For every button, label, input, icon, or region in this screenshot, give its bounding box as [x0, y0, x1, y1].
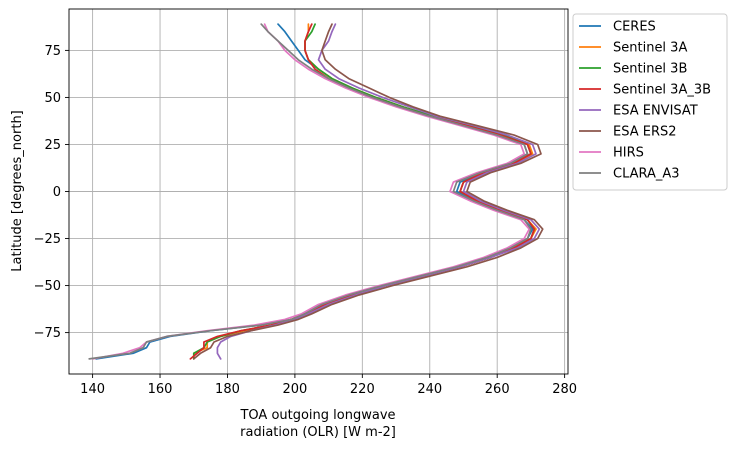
- series-line-hirs: [91, 23, 531, 360]
- y-tick-label: 25: [44, 138, 61, 153]
- y-tick-label: −25: [34, 232, 61, 247]
- y-tick-label: −50: [34, 279, 61, 294]
- x-tick-label: 200: [282, 382, 307, 397]
- legend-label: Sentinel 3A_3B: [613, 83, 711, 98]
- y-tick-label: −75: [34, 326, 61, 341]
- x-tick-label: 240: [417, 382, 442, 397]
- series-lines: [88, 23, 544, 360]
- legend-label: Sentinel 3B: [613, 62, 687, 77]
- y-tick-label: 75: [44, 44, 61, 59]
- x-tick-label: 160: [148, 382, 173, 397]
- x-axis: 140 160 180 200 220 240 260 280: [80, 374, 577, 397]
- x-tick-label: 260: [485, 382, 510, 397]
- x-tick-label: 280: [552, 382, 577, 397]
- legend-label: HIRS: [613, 146, 644, 161]
- legend-frame: [572, 13, 728, 191]
- y-tick-label: 0: [53, 185, 61, 200]
- series-line-clara-a3: [88, 23, 532, 360]
- legend-label: ESA ENVISAT: [613, 104, 698, 119]
- x-tick-label: 140: [80, 382, 105, 397]
- y-axis-label: Latitude [degrees_north]: [10, 110, 25, 271]
- legend-label: ESA ERS2: [613, 125, 677, 140]
- y-tick-label: 50: [44, 91, 61, 106]
- legend-label: Sentinel 3A: [613, 41, 687, 56]
- legend: CERES Sentinel 3A Sentinel 3B Sentinel 3A_3…: [572, 13, 728, 191]
- x-tick-label: 180: [215, 382, 240, 397]
- series-line-esa-envisat: [216, 23, 541, 360]
- series-line-esa-ers2: [192, 23, 544, 360]
- y-axis: −75 −50 −25 0 25 50 75: [34, 44, 69, 341]
- legend-label: CERES: [613, 20, 656, 35]
- x-axis-label-line1: TOA outgoing longwave: [239, 408, 395, 423]
- grid-lines: [69, 9, 568, 374]
- x-axis-label-line2: radiation (OLR) [W m-2]: [240, 425, 396, 440]
- x-tick-label: 220: [350, 382, 375, 397]
- legend-label: CLARA_A3: [613, 167, 680, 182]
